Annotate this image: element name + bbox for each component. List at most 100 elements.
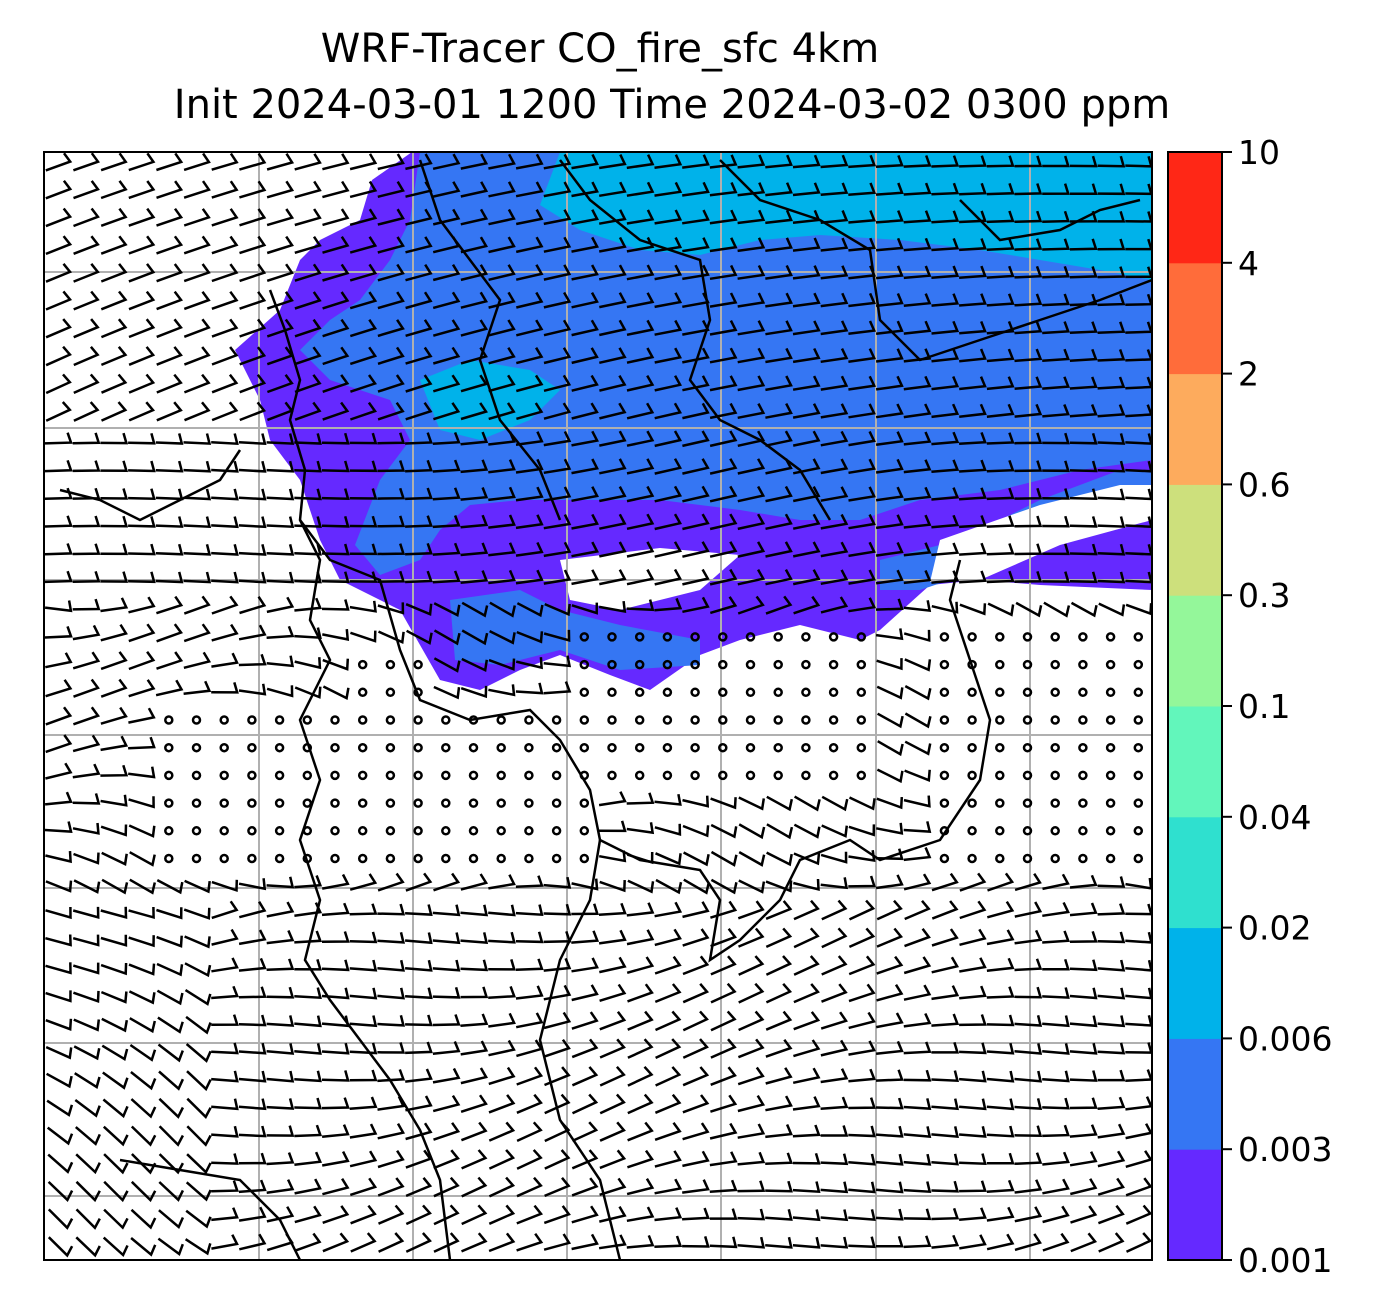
wind-barb xyxy=(405,1095,433,1112)
wind-barb xyxy=(516,1149,543,1170)
calm-marker xyxy=(330,770,340,781)
calm-marker xyxy=(191,742,202,753)
wind-barb xyxy=(516,1121,543,1143)
wind-barb xyxy=(877,740,904,757)
calm-marker xyxy=(1022,826,1033,836)
wind-barb xyxy=(488,959,516,971)
wind-barb xyxy=(377,263,405,282)
wind-barb xyxy=(266,876,295,889)
calm-marker xyxy=(1050,632,1060,642)
calm-marker xyxy=(995,632,1005,642)
wind-barb xyxy=(129,1017,157,1034)
wind-barb xyxy=(571,1066,599,1087)
wind-barb xyxy=(1125,1150,1152,1169)
wind-barb xyxy=(183,623,211,643)
wind-barb xyxy=(544,602,571,617)
wind-barb xyxy=(903,265,932,280)
wind-barb xyxy=(294,875,323,889)
calm-marker xyxy=(967,659,977,670)
wind-barb xyxy=(156,180,184,199)
wind-barb xyxy=(128,990,156,1005)
wind-barb xyxy=(682,1094,710,1114)
wind-barb xyxy=(709,568,738,586)
wind-barb xyxy=(238,929,267,946)
wind-barb xyxy=(626,292,655,309)
wind-barb xyxy=(848,1040,876,1056)
wind-barb xyxy=(1014,543,1043,556)
wind-barb xyxy=(765,1010,793,1031)
wind-barb xyxy=(654,1207,683,1222)
wind-barb xyxy=(959,1153,987,1166)
wind-barb xyxy=(958,1098,987,1111)
calm-marker xyxy=(1022,798,1033,808)
wind-barb xyxy=(820,851,848,864)
wind-barb xyxy=(349,401,377,421)
wind-barb xyxy=(931,570,960,584)
calm-marker xyxy=(579,715,590,725)
wind-barb xyxy=(156,878,184,895)
wind-barb xyxy=(103,1153,129,1175)
calm-marker xyxy=(828,687,839,698)
wind-barb xyxy=(488,931,516,944)
calm-marker xyxy=(164,742,174,753)
wind-barb xyxy=(765,569,793,586)
wind-barb xyxy=(433,1176,460,1198)
wind-barb xyxy=(44,543,73,556)
wind-barb xyxy=(350,630,377,643)
wind-barb xyxy=(904,769,931,782)
wind-barb xyxy=(515,514,544,530)
wind-barb xyxy=(543,1233,572,1251)
wind-barb xyxy=(848,796,876,811)
calm-marker xyxy=(939,632,950,642)
calm-marker xyxy=(773,770,783,781)
wind-barb xyxy=(349,1096,378,1111)
wind-barb xyxy=(710,955,737,976)
wind-barb xyxy=(1042,571,1070,583)
calm-marker xyxy=(1050,853,1060,864)
wind-barb xyxy=(128,963,156,976)
wind-barb xyxy=(793,983,820,1004)
calm-marker xyxy=(1105,826,1116,836)
wind-barb xyxy=(875,348,904,363)
wind-barb xyxy=(737,1094,766,1113)
wind-barb xyxy=(460,1040,489,1056)
wind-barb xyxy=(128,906,155,920)
calm-marker xyxy=(357,687,368,698)
wind-barb xyxy=(682,375,710,392)
wind-barb xyxy=(599,569,627,586)
wind-barb xyxy=(377,208,405,226)
wind-barb xyxy=(1069,571,1098,584)
wind-barb xyxy=(654,568,683,586)
wind-barb xyxy=(377,515,406,528)
wind-barb xyxy=(765,292,793,308)
wind-barb xyxy=(100,623,128,642)
wind-barb xyxy=(1014,1070,1043,1083)
wind-barb xyxy=(931,1234,960,1249)
wind-barb xyxy=(72,990,100,1004)
wind-barb xyxy=(571,1149,599,1170)
wind-barb xyxy=(682,596,710,614)
wind-barb xyxy=(100,906,128,919)
calm-marker xyxy=(551,770,562,781)
wind-barb xyxy=(1014,238,1043,251)
wind-barb xyxy=(515,904,544,917)
calm-marker xyxy=(524,853,534,864)
wind-barb xyxy=(1069,1097,1098,1110)
wind-barb xyxy=(654,541,683,558)
wind-barb xyxy=(294,543,322,556)
wind-barb xyxy=(1069,543,1098,556)
wind-barb xyxy=(986,986,1015,999)
wind-barb xyxy=(599,402,627,420)
wind-barb xyxy=(294,1015,322,1028)
wind-barb xyxy=(461,629,489,646)
calm-marker xyxy=(385,826,396,836)
wind-barb xyxy=(875,375,904,391)
wind-barb xyxy=(710,823,738,839)
wind-barb xyxy=(1069,1042,1098,1055)
wind-barb xyxy=(875,598,904,611)
wind-barb xyxy=(377,236,405,254)
wind-barb xyxy=(294,460,322,473)
wind-barb xyxy=(1042,265,1070,279)
wind-barb xyxy=(432,431,461,446)
wind-barb xyxy=(321,432,350,445)
